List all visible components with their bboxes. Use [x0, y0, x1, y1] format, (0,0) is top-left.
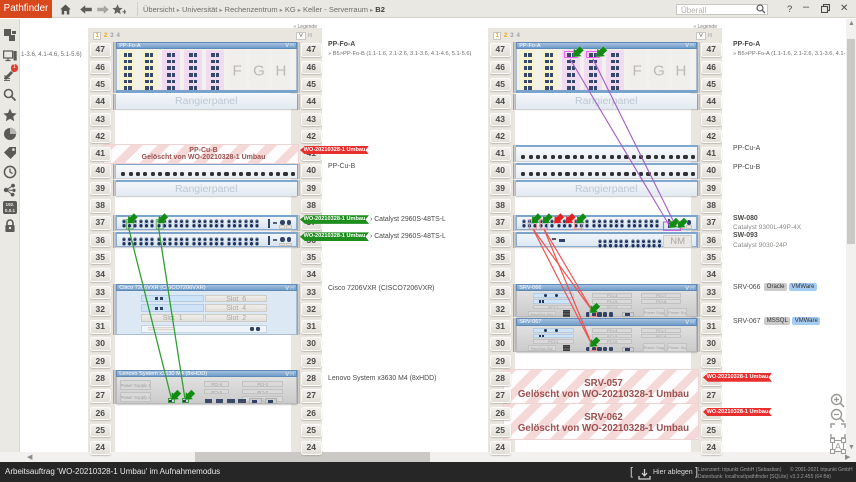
svg-text:A: A — [835, 442, 841, 452]
